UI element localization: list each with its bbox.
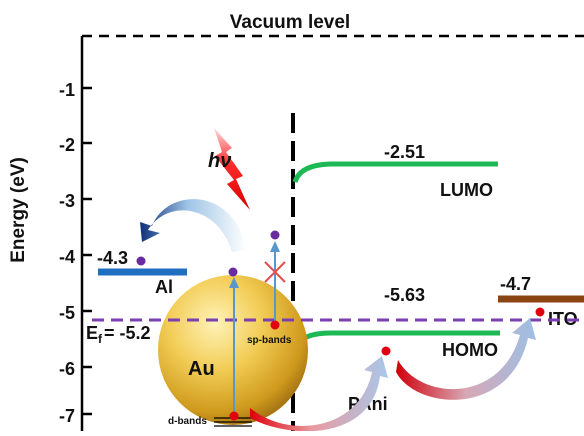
ito-label: ITO — [548, 309, 578, 329]
electron — [270, 230, 280, 240]
tick-label: -6 — [59, 359, 75, 379]
d-bands-label: d-bands — [168, 416, 207, 427]
fermi-level-label: Ef = -5.2 — [86, 323, 151, 346]
tick-label: -1 — [59, 80, 75, 100]
electron-transfer-arrow-al — [140, 199, 246, 252]
homo-value: -5.63 — [384, 285, 425, 305]
arrow-head — [270, 241, 280, 252]
hole-transfer-arrow-ito — [396, 318, 536, 400]
electron — [136, 256, 146, 266]
lumo-level — [292, 161, 498, 183]
photon-label: hν — [208, 150, 231, 172]
cross-mark — [264, 261, 286, 283]
lumo-label: LUMO — [440, 180, 493, 200]
lumo-value: -2.51 — [384, 142, 425, 162]
sp-bands-label: sp-bands — [247, 335, 292, 346]
tick-label: -4 — [59, 247, 75, 267]
hole — [229, 411, 239, 421]
hole — [535, 307, 545, 317]
homo-label: HOMO — [442, 340, 498, 360]
tick-label: -3 — [59, 191, 75, 211]
photon-bolt-icon — [214, 128, 250, 210]
hole-transfer-arrow-pani — [250, 356, 388, 432]
ito-value: -4.7 — [500, 274, 531, 294]
y-axis-label: Energy (eV) — [8, 157, 29, 263]
hole — [270, 320, 280, 330]
al-label: Al — [155, 277, 173, 297]
gold-label: Au — [188, 358, 215, 380]
al-value: -4.3 — [97, 248, 128, 268]
y-axis-ticks — [82, 86, 92, 416]
arrow-head — [229, 277, 239, 288]
hole — [381, 346, 391, 356]
tick-label: -7 — [59, 406, 75, 426]
tick-label: -5 — [59, 303, 75, 323]
vacuum-level-label: Vacuum level — [230, 12, 350, 33]
electron — [228, 267, 238, 277]
tick-label: -2 — [59, 135, 75, 155]
